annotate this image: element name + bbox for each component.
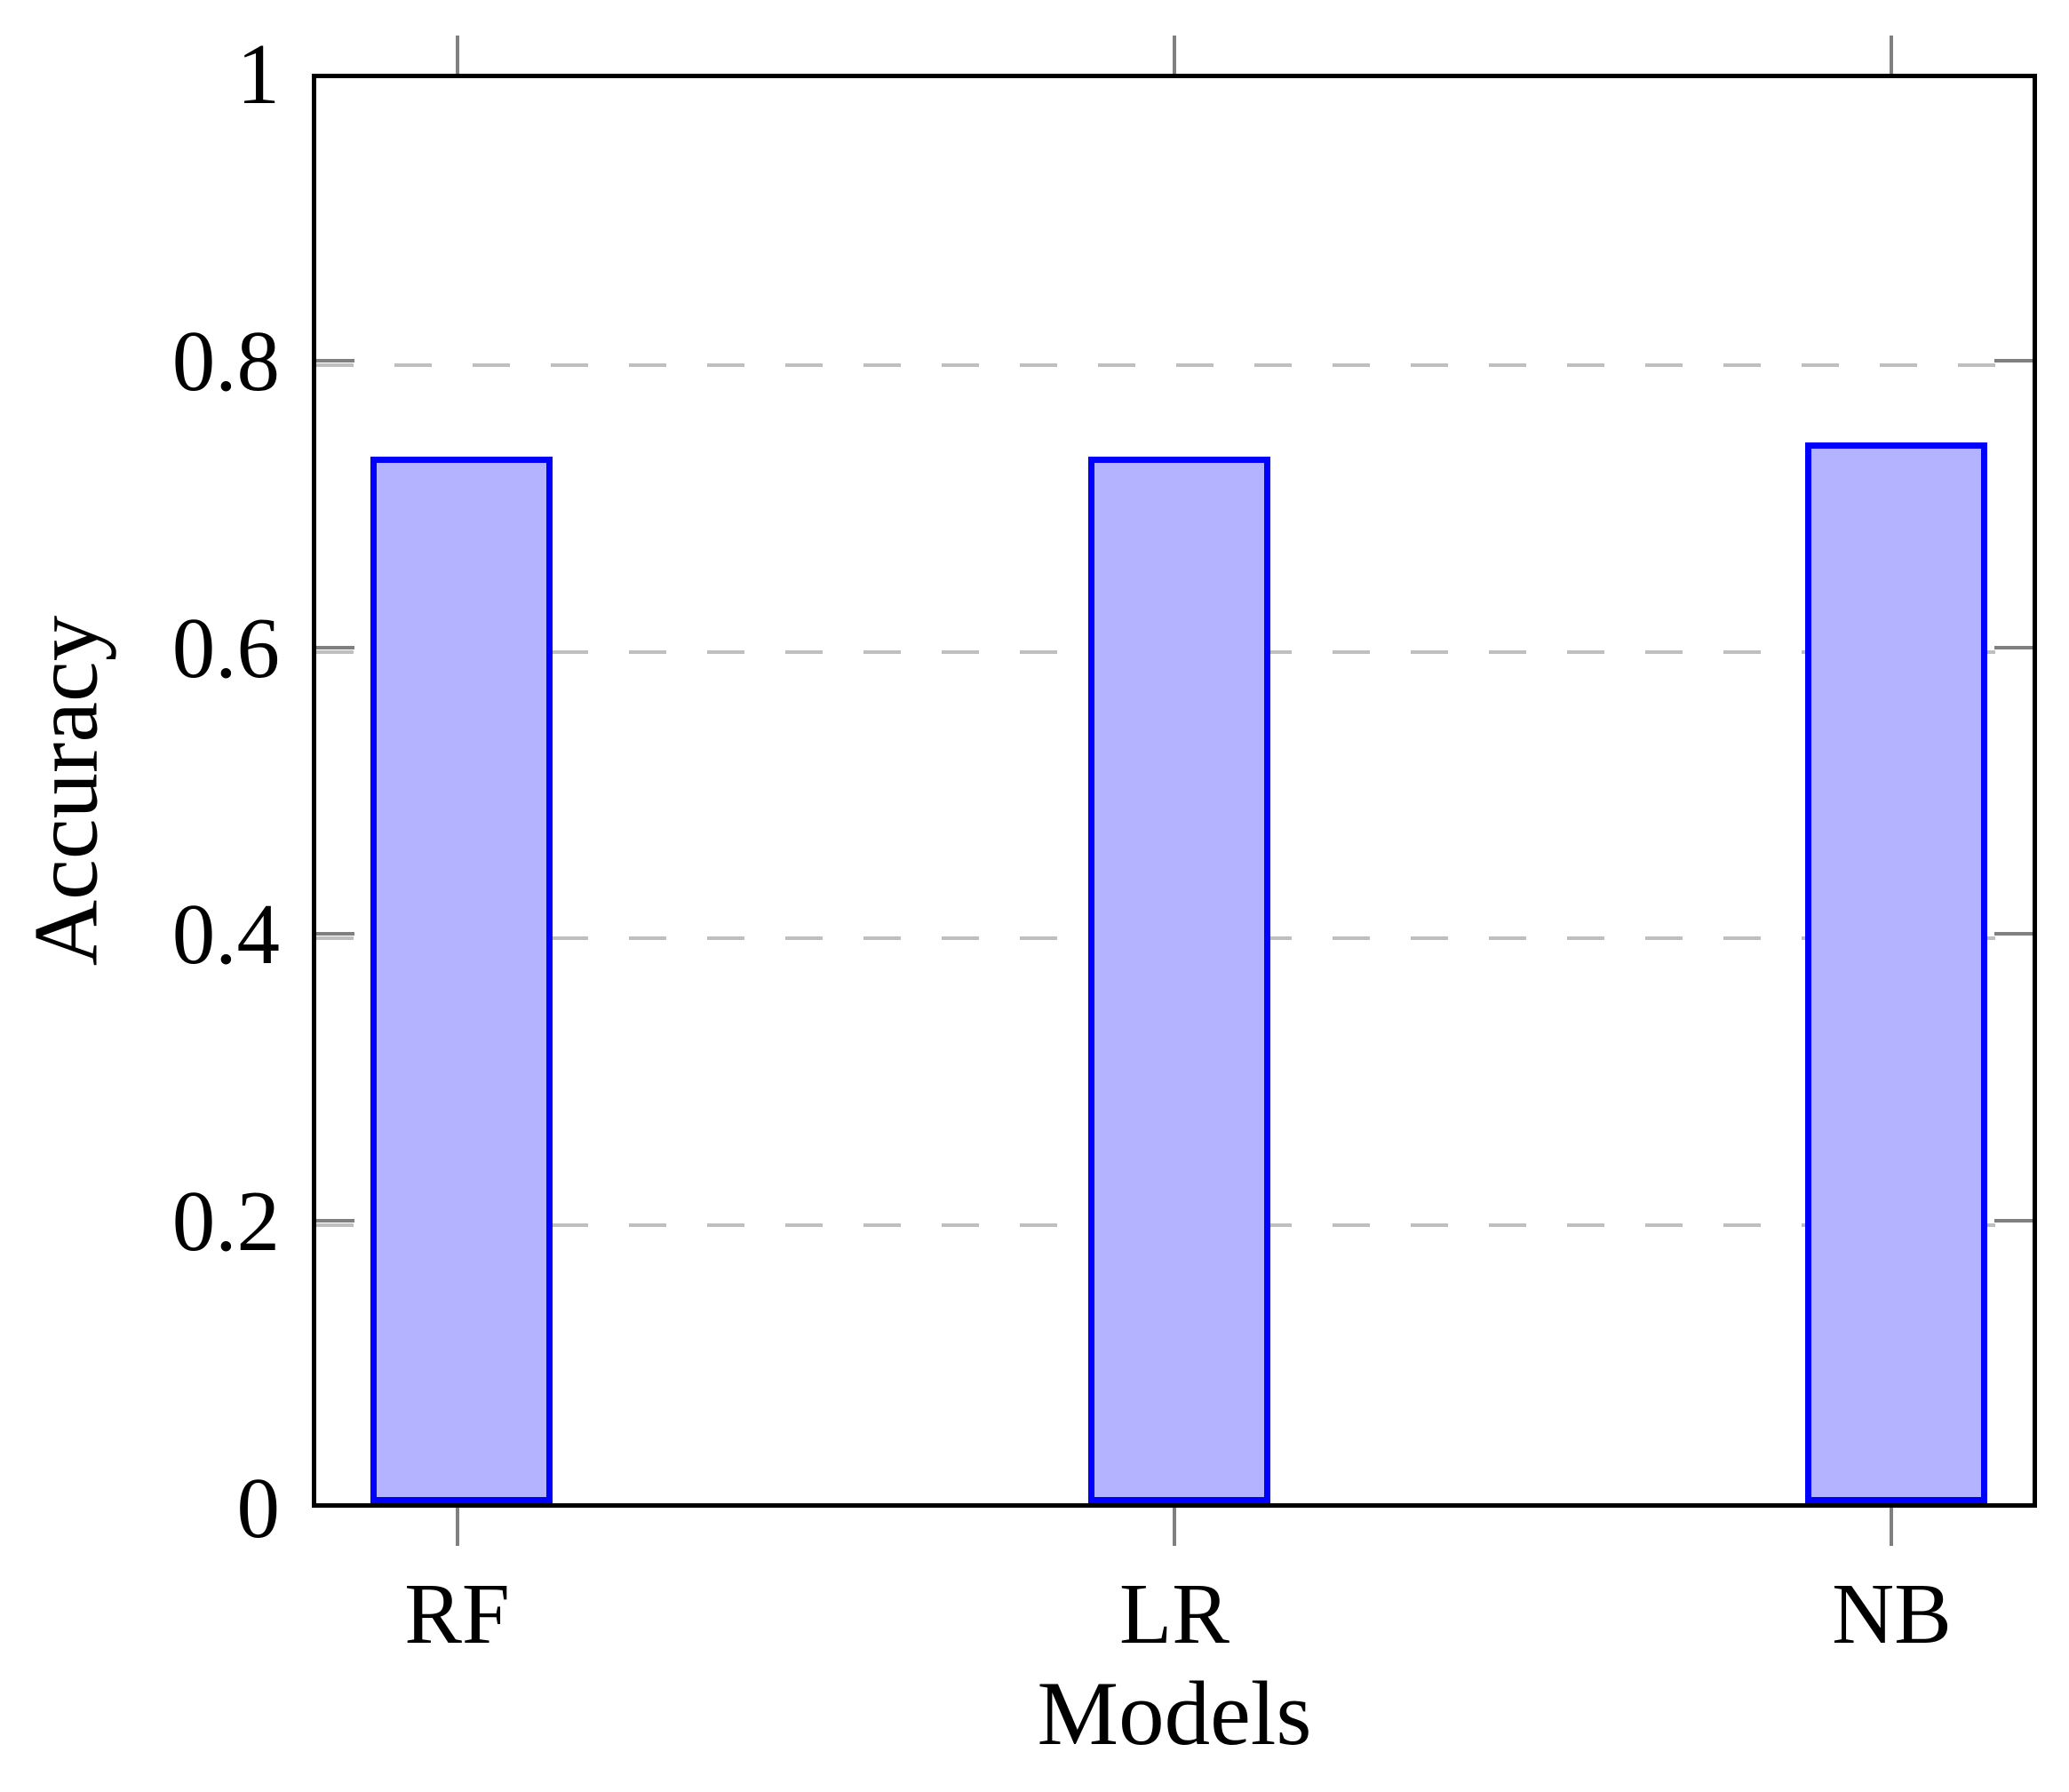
x-tick-mark-bottom: [455, 1508, 459, 1546]
y-tick-label: 0.8: [171, 313, 280, 409]
y-tick-mark-right: [1994, 932, 2033, 936]
bar-nb: [1804, 442, 1987, 1503]
x-tick-mark-top: [1890, 36, 1894, 74]
y-tick-mark-right: [1994, 1219, 2033, 1223]
x-tick-mark-bottom: [1890, 1508, 1894, 1546]
y-tick-mark-left: [316, 645, 354, 649]
x-tick-mark-top: [1173, 36, 1176, 74]
x-tick-label-lr: LR: [1119, 1566, 1229, 1661]
y-tick-label: 0: [236, 1461, 281, 1556]
bar-lr: [1087, 456, 1270, 1503]
plot-area: [312, 74, 2037, 1508]
y-tick-mark-left: [316, 1219, 354, 1223]
y-tick-mark-left: [316, 358, 354, 362]
x-tick-label-nb: NB: [1832, 1566, 1952, 1661]
y-tick-label: 1: [236, 27, 281, 122]
y-gridline: [316, 362, 2033, 367]
bar-rf: [370, 456, 553, 1503]
y-tick-mark-right: [1994, 358, 2033, 362]
x-tick-mark-top: [455, 36, 459, 74]
x-tick-mark-bottom: [1173, 1508, 1176, 1546]
y-tick-label: 0.2: [171, 1174, 280, 1270]
y-tick-label: 0.4: [171, 887, 280, 983]
y-tick-mark-right: [1994, 645, 2033, 649]
y-tick-mark-left: [316, 932, 354, 936]
y-tick-label: 0.6: [171, 600, 280, 696]
x-tick-label-rf: RF: [404, 1566, 510, 1661]
x-axis-title: Models: [1037, 1663, 1312, 1764]
